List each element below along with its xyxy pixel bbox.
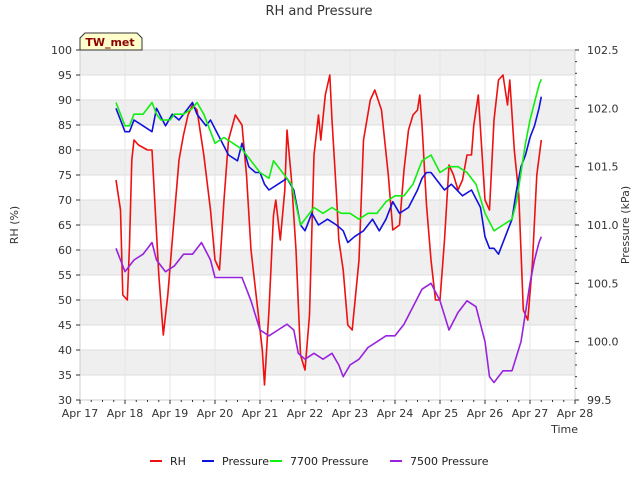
legend-label: 7500 Pressure: [410, 455, 489, 468]
grid-band: [80, 150, 575, 175]
grid-band: [80, 200, 575, 225]
x-tick-label: Apr 24: [377, 407, 414, 420]
x-tick-label: Apr 18: [107, 407, 144, 420]
legend-item-pressure: Pressure: [202, 455, 269, 468]
y-right-tick-label: 100.0: [587, 336, 619, 349]
x-tick-label: Apr 17: [62, 407, 99, 420]
x-tick-label: Apr 28: [557, 407, 594, 420]
legend-item-7500-pressure: 7500 Pressure: [390, 455, 489, 468]
y-left-tick-label: 35: [58, 369, 72, 382]
y-left-tick-label: 75: [58, 169, 72, 182]
y-left-tick-label: 90: [58, 94, 72, 107]
legend-label: 7700 Pressure: [290, 455, 369, 468]
y-right-tick-label: 101.5: [587, 161, 619, 174]
y-left-tick-label: 40: [58, 344, 72, 357]
x-tick-label: Apr 27: [512, 407, 549, 420]
x-tick-label: Apr 21: [242, 407, 279, 420]
y-right-axis-ticks: 99.5 100.0 100.5 101.0 101.5 102.0 102.5: [575, 44, 619, 407]
y-right-tick-label: 100.5: [587, 277, 619, 290]
y-right-tick-label: 102.5: [587, 44, 619, 57]
station-badge: TW_met: [79, 32, 143, 51]
x-tick-label: Apr 23: [332, 407, 369, 420]
badge-label: TW_met: [85, 36, 134, 49]
legend-label: Pressure: [222, 455, 269, 468]
grid-band: [80, 350, 575, 375]
y-left-tick-label: 50: [58, 294, 72, 307]
y-right-tick-label: 101.0: [587, 219, 619, 232]
x-tick-label: Apr 26: [467, 407, 504, 420]
series-line-pressure: [115, 96, 543, 255]
x-axis-ticks: Apr 17 Apr 18 Apr 19 Apr 20 Apr 21 Apr 22 Apr …: [62, 400, 594, 420]
legend-item-rh: RH: [150, 455, 186, 468]
grid-band: [80, 300, 575, 325]
series-line-rh: [115, 74, 543, 386]
grid-band: [80, 50, 575, 75]
x-tick-label: Apr 20: [197, 407, 234, 420]
series-line-7500-pressure: [115, 236, 543, 384]
y-right-tick-label: 102.0: [587, 102, 619, 115]
legend-item-7700-pressure: 7700 Pressure: [270, 455, 369, 468]
x-tick-label: Apr 19: [152, 407, 189, 420]
chart-title: RH and Pressure: [265, 4, 372, 19]
badge-shape: [79, 32, 143, 51]
y-left-tick-label: 85: [58, 119, 72, 132]
y-left-tick-label: 60: [58, 244, 72, 257]
legend: RH Pressure 7700 Pressure 7500 Pressure: [150, 455, 489, 468]
y-left-tick-label: 100: [51, 44, 72, 57]
series-line-7700-pressure: [115, 78, 543, 232]
y-right-tick-label: 99.5: [587, 394, 612, 407]
y-left-tick-label: 55: [58, 269, 72, 282]
series-layer: [115, 74, 543, 386]
y-left-tick-label: 65: [58, 219, 72, 232]
y-right-axis-label: Pressure (kPa): [619, 186, 632, 264]
y-left-tick-label: 70: [58, 194, 72, 207]
y-left-tick-label: 30: [58, 394, 72, 407]
x-tick-label: Apr 22: [287, 407, 324, 420]
x-axis-label: Time: [550, 423, 578, 436]
y-left-tick-label: 80: [58, 144, 72, 157]
y-left-tick-label: 45: [58, 319, 72, 332]
y-left-tick-label: 95: [58, 69, 72, 82]
legend-label: RH: [170, 455, 186, 468]
grid-band: [80, 250, 575, 275]
x-tick-label: Apr 25: [422, 407, 459, 420]
y-left-axis-label: RH (%): [8, 206, 21, 244]
y-left-axis-ticks: 30 35 40 45 50 55 60 65 70 75 80 85 90 95 100: [51, 44, 80, 407]
